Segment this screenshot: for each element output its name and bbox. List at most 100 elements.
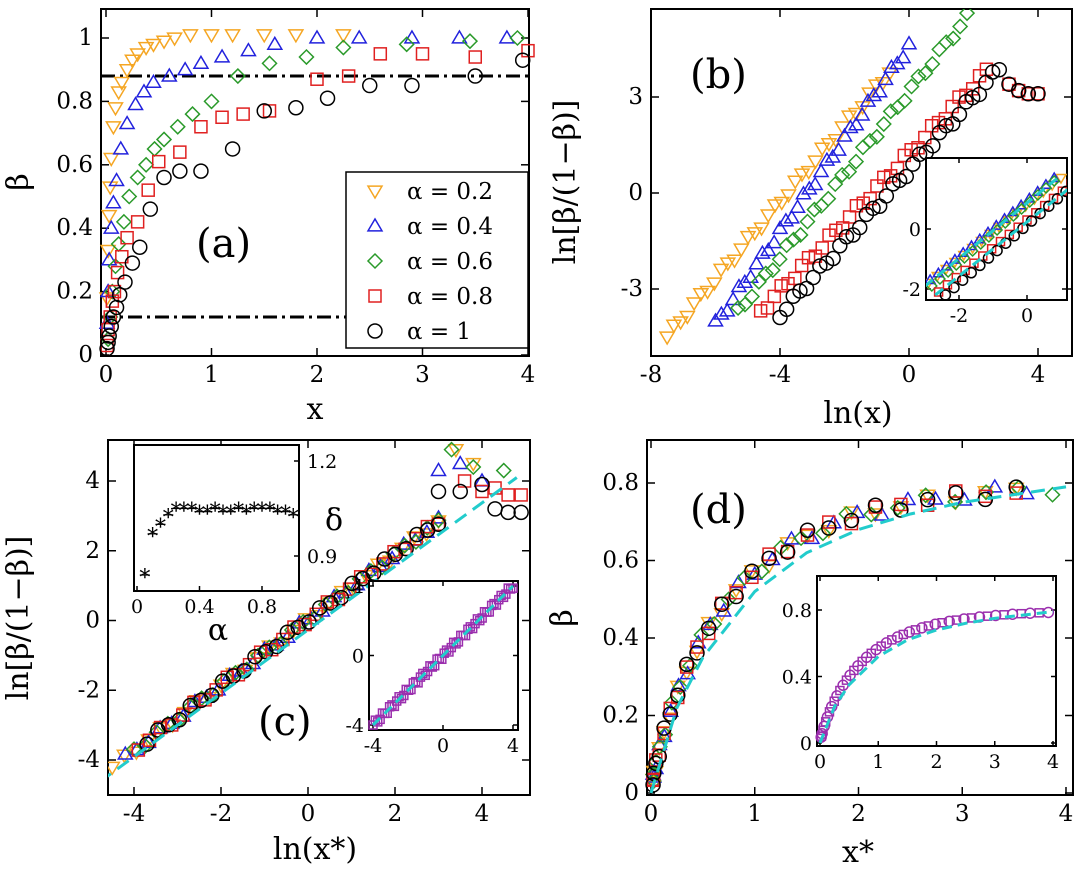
- data-point: [99, 244, 117, 259]
- data-point: [940, 259, 953, 271]
- data-point: [701, 626, 716, 641]
- x-tick-label: 0.8: [247, 596, 277, 618]
- data-point: [847, 153, 865, 170]
- y-axis-label: β: [1, 173, 36, 190]
- y-tick-label: 0: [800, 733, 812, 755]
- data-point: [255, 29, 273, 44]
- data-point: [992, 222, 1006, 234]
- data-point: [118, 64, 136, 79]
- data-point: [105, 309, 122, 325]
- data-point: [678, 656, 695, 673]
- data-point: [792, 226, 809, 244]
- data-point: [138, 156, 155, 173]
- data-point: [759, 209, 777, 224]
- data-point: *: [186, 500, 197, 525]
- data-point: [868, 128, 885, 145]
- data-point: [851, 219, 868, 236]
- data-point: [116, 745, 134, 760]
- data-point: [759, 241, 777, 257]
- data-point: [376, 551, 393, 567]
- data-point: [788, 271, 802, 286]
- x-tick-label: 1: [204, 362, 219, 388]
- data-point: [457, 474, 472, 488]
- data-point: [113, 76, 131, 91]
- data-point: [1018, 485, 1035, 500]
- data-point: [771, 220, 789, 235]
- legend-entry: α = 1: [407, 319, 471, 345]
- data-point: [335, 39, 352, 56]
- data-point: [287, 29, 305, 44]
- data-point: [726, 254, 743, 269]
- data-point: [891, 631, 904, 643]
- data-point: [956, 274, 969, 286]
- series-4: [645, 479, 1024, 793]
- data-point: [700, 616, 717, 632]
- data-point: [986, 244, 997, 254]
- data-point: [509, 29, 526, 47]
- data-point: [335, 29, 352, 44]
- data-point: [867, 497, 884, 513]
- data-point: [430, 483, 447, 500]
- data-point: [107, 258, 124, 275]
- data-point: [184, 106, 201, 123]
- x-axis-label: ln(x): [823, 396, 892, 431]
- data-point: [813, 142, 831, 157]
- data-point: [124, 255, 141, 271]
- panel-b-inset: -2 0 -2 0: [902, 157, 1068, 327]
- data-point: [799, 213, 816, 230]
- x-tick-label: 0.4: [184, 596, 214, 618]
- data-point: [129, 169, 146, 186]
- data-point: *: [233, 500, 244, 525]
- data-point: [398, 36, 415, 53]
- data-point: [780, 189, 797, 204]
- data-point: [867, 508, 884, 523]
- data-point: [736, 569, 753, 586]
- data-point: [765, 234, 783, 249]
- data-point: [224, 29, 241, 44]
- data-point: [939, 289, 952, 300]
- data-point: [822, 228, 836, 242]
- data-point: [505, 584, 516, 594]
- data-point: [707, 312, 724, 327]
- data-point: *: [147, 525, 158, 550]
- data-point: [916, 622, 928, 634]
- panel-c-points: [108, 441, 529, 778]
- panel-label: (d): [690, 487, 747, 533]
- x-tick-label: 2: [388, 801, 403, 827]
- data-point: [451, 455, 469, 470]
- data-point: [951, 272, 962, 283]
- y-tick-label: 0: [628, 180, 643, 206]
- data-point: [742, 268, 759, 283]
- data-point: [176, 61, 194, 76]
- data-point: [155, 131, 173, 148]
- data-point: *: [155, 515, 166, 540]
- y-axis-label: ln[β/(1−β)]: [548, 100, 583, 265]
- data-point: [1031, 87, 1045, 101]
- data-point: [693, 626, 710, 643]
- inset-frame: [133, 444, 300, 592]
- panel-label: (a): [196, 221, 251, 267]
- data-point: [843, 506, 860, 521]
- data-point: [108, 761, 121, 776]
- x-tick-label: -4: [364, 735, 383, 757]
- data-point: [900, 35, 918, 50]
- data-point: [103, 318, 120, 335]
- data-point: [132, 239, 148, 255]
- data-point: [193, 163, 209, 179]
- series-3: [100, 43, 535, 353]
- data-point: [203, 29, 220, 44]
- fit-line: [371, 584, 515, 727]
- data-point: [415, 47, 430, 61]
- data-point: [896, 92, 913, 109]
- data-point: *: [272, 503, 283, 528]
- data-point: [882, 103, 899, 120]
- panel-label: (c): [258, 699, 312, 745]
- x-tick-label: 3: [955, 801, 970, 827]
- data-point: [105, 121, 122, 136]
- data-point: [662, 702, 680, 717]
- data-point: [923, 621, 934, 631]
- data-point: [887, 635, 897, 645]
- data-point: [971, 86, 988, 103]
- data-point: [171, 711, 188, 728]
